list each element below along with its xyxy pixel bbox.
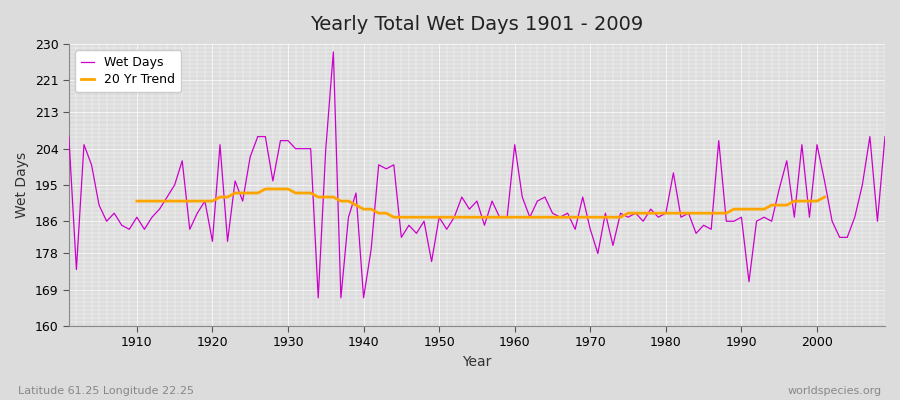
Wet Days: [879, 134, 890, 139]
20 Yr Trend: [554, 215, 565, 220]
20 Yr Trend: [260, 186, 271, 191]
20 Yr Trend: [698, 211, 709, 216]
Line: 20 Yr Trend: 20 Yr Trend: [137, 189, 824, 217]
Line: Wet Days: Wet Days: [68, 52, 885, 298]
Wet Days: [313, 296, 324, 300]
20 Yr Trend: [819, 195, 830, 200]
Wet Days: [290, 146, 301, 151]
Text: worldspecies.org: worldspecies.org: [788, 386, 882, 396]
Title: Yearly Total Wet Days 1901 - 2009: Yearly Total Wet Days 1901 - 2009: [310, 15, 644, 34]
20 Yr Trend: [389, 215, 400, 220]
Wet Days: [351, 191, 362, 196]
20 Yr Trend: [652, 211, 663, 216]
Y-axis label: Wet Days: Wet Days: [15, 152, 29, 218]
Wet Days: [124, 227, 135, 232]
Text: Latitude 61.25 Longitude 22.25: Latitude 61.25 Longitude 22.25: [18, 386, 194, 396]
Wet Days: [328, 50, 338, 54]
20 Yr Trend: [690, 211, 701, 216]
20 Yr Trend: [721, 211, 732, 216]
Legend: Wet Days, 20 Yr Trend: Wet Days, 20 Yr Trend: [75, 50, 181, 92]
X-axis label: Year: Year: [463, 355, 491, 369]
Wet Days: [517, 195, 527, 200]
Wet Days: [615, 211, 626, 216]
20 Yr Trend: [683, 211, 694, 216]
Wet Days: [63, 134, 74, 139]
20 Yr Trend: [131, 199, 142, 204]
Wet Days: [525, 215, 535, 220]
